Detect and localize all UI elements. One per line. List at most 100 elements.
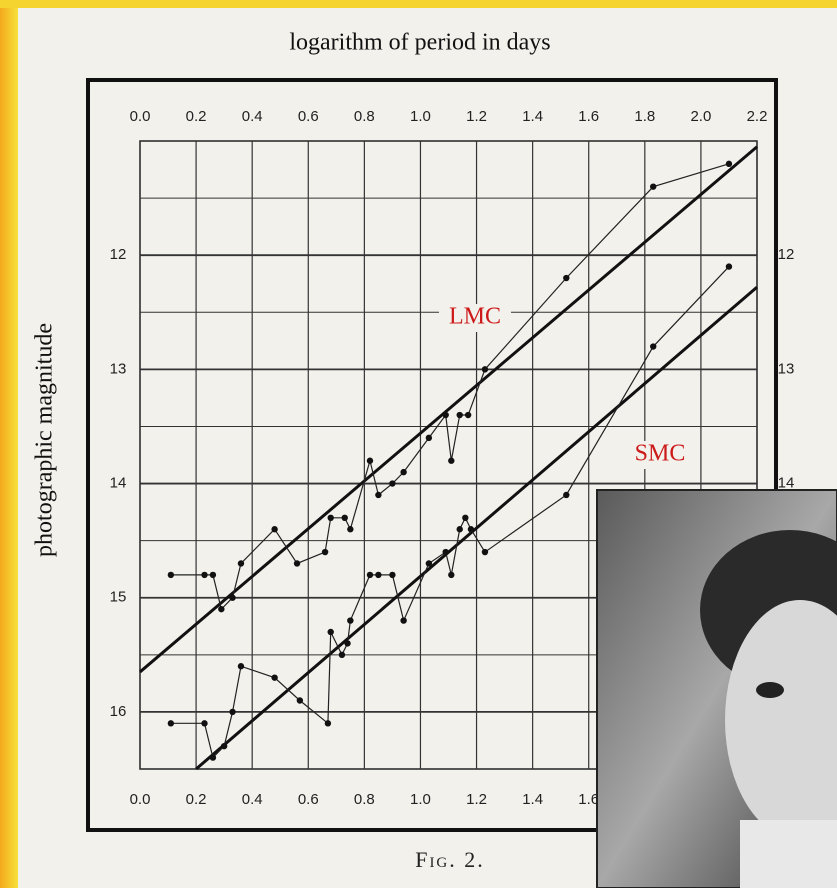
chart-title: logarithm of period in days: [289, 30, 550, 56]
x-tick-label: 1.2: [466, 108, 487, 125]
x-tick-label: 0.0: [130, 108, 151, 125]
x-tick-label: 1.6: [578, 108, 599, 125]
photo-face: [725, 600, 837, 840]
data-point: [400, 468, 407, 476]
x-tick-label: 0.4: [242, 791, 263, 808]
data-point: [201, 571, 208, 579]
x-tick-label: 0.0: [130, 791, 151, 808]
y-axis-label: photographic magnitude: [32, 323, 58, 557]
data-point: [296, 697, 304, 704]
data-point: [167, 720, 175, 727]
data-point: [347, 526, 354, 533]
data-point: [389, 571, 396, 579]
x-tick-label: 0.8: [354, 108, 375, 125]
data-point: [271, 526, 278, 533]
y-tick-label: 15: [110, 589, 127, 606]
data-point: [366, 571, 374, 579]
data-point: [237, 560, 245, 567]
data-point: [563, 491, 570, 499]
data-point: [324, 720, 332, 727]
data-point: [229, 594, 236, 601]
x-tick-label: 0.6: [298, 791, 319, 808]
data-point: [563, 274, 570, 282]
data-point: [481, 366, 489, 373]
data-point: [347, 617, 354, 624]
label-backdrop: [624, 441, 696, 469]
data-point: [448, 457, 455, 464]
x-tick-label: 0.2: [186, 108, 207, 125]
data-point: [650, 343, 657, 350]
data-point: [400, 617, 407, 624]
y-tick-label: 12: [110, 246, 127, 263]
portrait-photo: [596, 489, 837, 888]
data-point: [293, 560, 301, 567]
data-point: [209, 571, 217, 579]
data-point: [650, 183, 657, 190]
series-label: LMC: [449, 304, 501, 330]
x-tick-label: 1.4: [522, 791, 543, 808]
label-backdrop: [439, 304, 511, 332]
photo-eye: [756, 682, 784, 698]
data-point: [425, 560, 433, 567]
data-point: [425, 434, 433, 442]
data-point: [375, 491, 382, 499]
y-tick-label: 14: [778, 475, 795, 492]
data-point: [321, 548, 329, 556]
data-point: [341, 514, 348, 521]
data-point: [201, 720, 208, 727]
data-point: [464, 411, 472, 419]
x-tick-label: 1.6: [578, 791, 599, 808]
data-point: [442, 548, 449, 556]
x-tick-label: 0.6: [298, 108, 319, 125]
x-tick-label: 0.2: [186, 791, 207, 808]
data-point: [442, 411, 449, 419]
data-point: [344, 640, 351, 647]
y-tick-label: 13: [110, 360, 127, 377]
x-tick-label: 1.4: [522, 108, 543, 125]
y-tick-label: 13: [778, 360, 795, 377]
x-tick-label: 1.2: [466, 791, 487, 808]
fit-line: [195, 286, 758, 771]
data-point: [271, 674, 278, 681]
data-point: [218, 605, 225, 613]
y-tick-label: 12: [778, 246, 795, 263]
data-point: [462, 514, 469, 521]
data-point: [467, 526, 475, 533]
data-point: [229, 708, 236, 716]
x-tick-label: 2.0: [690, 108, 711, 125]
series-label: SMC: [635, 441, 686, 467]
edge-border: [0, 0, 837, 8]
x-tick-label: 0.8: [354, 791, 375, 808]
data-point: [389, 480, 396, 487]
data-point: [725, 263, 733, 270]
x-tick-label: 1.8: [634, 108, 655, 125]
data-point: [167, 571, 175, 579]
data-point: [375, 571, 382, 579]
data-point: [448, 571, 455, 579]
data-point: [481, 548, 489, 556]
x-tick-label: 2.2: [747, 108, 768, 125]
data-point: [237, 663, 245, 670]
edge-border: [0, 0, 18, 888]
y-tick-label: 14: [110, 475, 127, 492]
data-point: [456, 411, 463, 419]
data-point: [209, 754, 217, 761]
plot-layer: 0.0 0.0 0.2 0.2 0.4 0.4 0.6 0.6 0.8 0.8 1.0 1.0 1.2 1…: [110, 108, 795, 808]
data-point: [366, 457, 374, 464]
plot-frame: [86, 78, 778, 832]
y-tick-label: 16: [110, 703, 127, 720]
photo-collar: [740, 820, 837, 888]
fit-line: [139, 145, 758, 674]
x-tick-label: 1.0: [410, 791, 431, 808]
data-point: [725, 160, 733, 168]
data-point: [338, 651, 346, 659]
caption: Fig. 2.: [415, 847, 485, 872]
data-point: [456, 526, 463, 533]
data-point: [220, 742, 228, 750]
x-tick-label: 1.0: [410, 108, 431, 125]
data-point: [327, 514, 334, 521]
data-point: [327, 628, 334, 636]
x-tick-label: 0.4: [242, 108, 263, 125]
